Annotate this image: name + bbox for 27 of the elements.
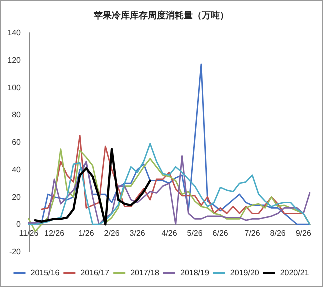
- y-tick-label: 120: [8, 56, 22, 65]
- y-tick-label: 60: [12, 138, 22, 147]
- legend-label: 2017/18: [130, 268, 160, 278]
- legend-label: 2019/20: [230, 268, 260, 278]
- x-tick-label: 8/26: [270, 229, 286, 238]
- legend-label: 2020/21: [280, 268, 310, 278]
- x-tick-label: 12/26: [44, 229, 66, 238]
- x-tick-label: 4/26: [162, 229, 178, 238]
- x-tick-label: 6/26: [212, 229, 229, 238]
- x-tick-label: 1/26: [78, 229, 95, 238]
- x-tick-label: 9/26: [296, 229, 312, 238]
- x-tick-label: 7/26: [244, 229, 261, 238]
- y-tick-label: 20: [12, 192, 22, 202]
- y-tick-label: 140: [8, 28, 22, 38]
- x-tick-label: 2/26: [104, 229, 120, 238]
- chart-title: 苹果冷库库存周度消耗量（万吨）: [93, 10, 229, 22]
- x-tick-label: 3/26: [130, 229, 146, 238]
- x-tick-label: 5/26: [187, 229, 204, 238]
- line-series: [34, 148, 152, 226]
- y-tick-label: 100: [8, 83, 22, 92]
- y-tick-label: 80: [12, 110, 22, 120]
- legend-label: 2018/19: [180, 268, 210, 278]
- y-tick-label: 0: [16, 220, 22, 230]
- legend-label: 2016/17: [80, 268, 110, 278]
- y-tick-label: 40: [12, 165, 22, 174]
- y-tick-label: -20: [9, 248, 22, 256]
- legend-label: 2015/16: [30, 268, 60, 278]
